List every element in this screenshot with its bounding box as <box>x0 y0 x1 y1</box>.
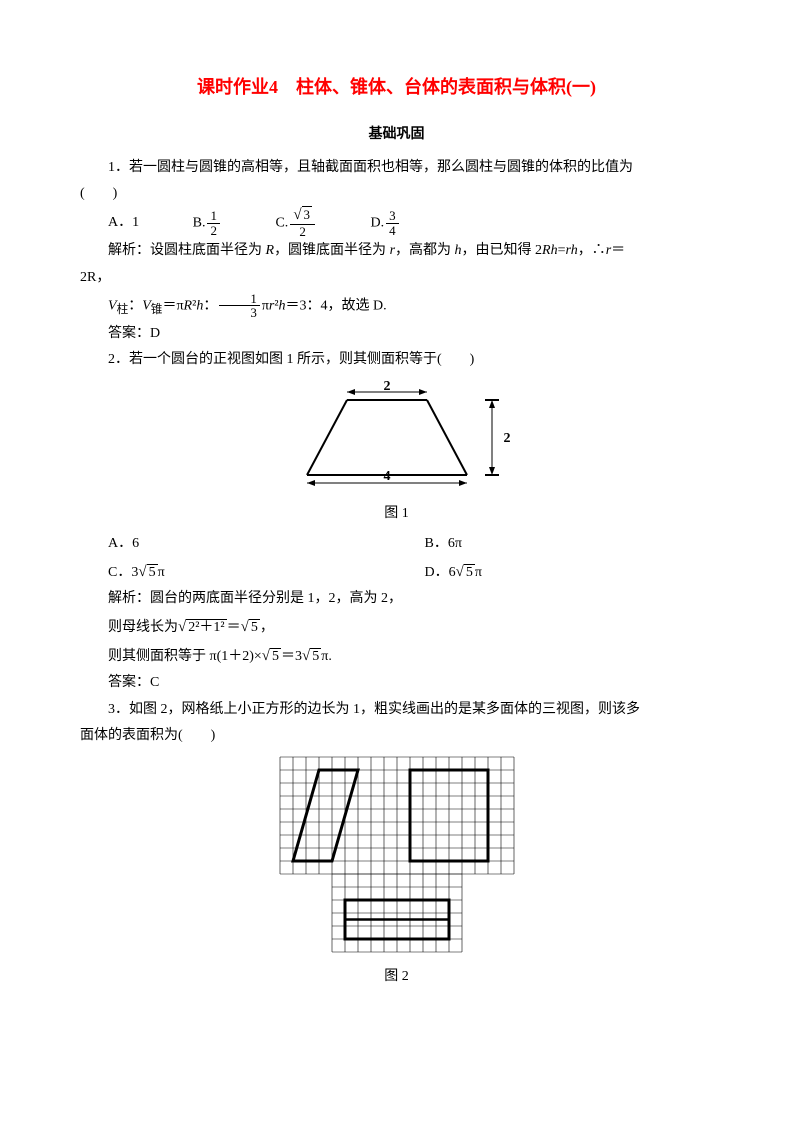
fig1-label-top: 2 <box>383 380 390 394</box>
q1-opt-d: D.34 <box>371 209 401 237</box>
q1-stem-line2: ( ) <box>80 181 713 208</box>
section-header: 基础巩固 <box>80 120 713 147</box>
q2-options-row1: A．6 B．6π <box>80 531 713 558</box>
q1-analysis-line1: 解析：设圆柱底面半径为 R，圆锥底面半径为 r，高都为 h，由已知得 2Rh=r… <box>80 238 713 265</box>
figure-2 <box>80 756 713 964</box>
q1-opt-d-label: D. <box>371 215 385 230</box>
q2-analysis-2: 则母线长为√2²＋1²＝√5， <box>80 613 713 642</box>
q2-answer: 答案：C <box>80 670 713 697</box>
q2-opt-b: B．6π <box>397 531 714 558</box>
q3-stem-line2: 面体的表面积为( ) <box>80 723 713 750</box>
q1-opt-b-frac: 12 <box>207 209 220 237</box>
q1-options: A．1 B.12 C.√32 D.34 <box>80 208 713 238</box>
q2-stem: 2．若一个圆台的正视图如图 1 所示，则其侧面积等于( ) <box>80 347 713 374</box>
figure-2-caption: 图 2 <box>80 964 713 991</box>
page-title: 课时作业4 柱体、锥体、台体的表面积与体积(一) <box>80 70 713 104</box>
q2-opt-a: A．6 <box>80 531 397 558</box>
q3-stem-line1: 3．如图 2，网格纸上小正方形的边长为 1，粗实线画出的是某多面体的三视图，则该… <box>80 697 713 724</box>
q1-opt-c: C.√32 <box>275 208 317 238</box>
q2-analysis-3: 则其侧面积等于 π(1＋2)×√5＝3√5π. <box>80 642 713 671</box>
q2-opt-d: D．6√5π <box>397 558 714 587</box>
q1-opt-d-frac: 34 <box>386 209 399 237</box>
fig1-label-bottom: 4 <box>383 469 390 484</box>
q1-opt-c-frac: √32 <box>290 208 315 238</box>
q1-opt-b: B.12 <box>193 209 222 237</box>
fig1-label-right: 2 <box>503 431 510 446</box>
q1-opt-c-label: C. <box>275 215 288 230</box>
q1-stem-line1: 1．若一圆柱与圆锥的高相等，且轴截面面积也相等，那么圆柱与圆锥的体积的比值为 <box>80 155 713 182</box>
q2-options-row2: C．3√5π D．6√5π <box>80 558 713 587</box>
figure-1: 2 4 2 <box>80 380 713 501</box>
q1-opt-b-label: B. <box>193 215 206 230</box>
q1-answer: 答案：D <box>80 321 713 348</box>
q1-opt-a: A．1 <box>108 210 139 237</box>
q2-analysis-1: 解析：圆台的两底面半径分别是 1，2，高为 2， <box>80 586 713 613</box>
q2-opt-c: C．3√5π <box>80 558 397 587</box>
figure-1-caption: 图 1 <box>80 501 713 528</box>
q1-ratio: V柱：V锥＝πR²h：13πr²h＝3：4，故选 D. <box>80 292 713 321</box>
q1-analysis-line2: 2R， <box>80 265 713 292</box>
